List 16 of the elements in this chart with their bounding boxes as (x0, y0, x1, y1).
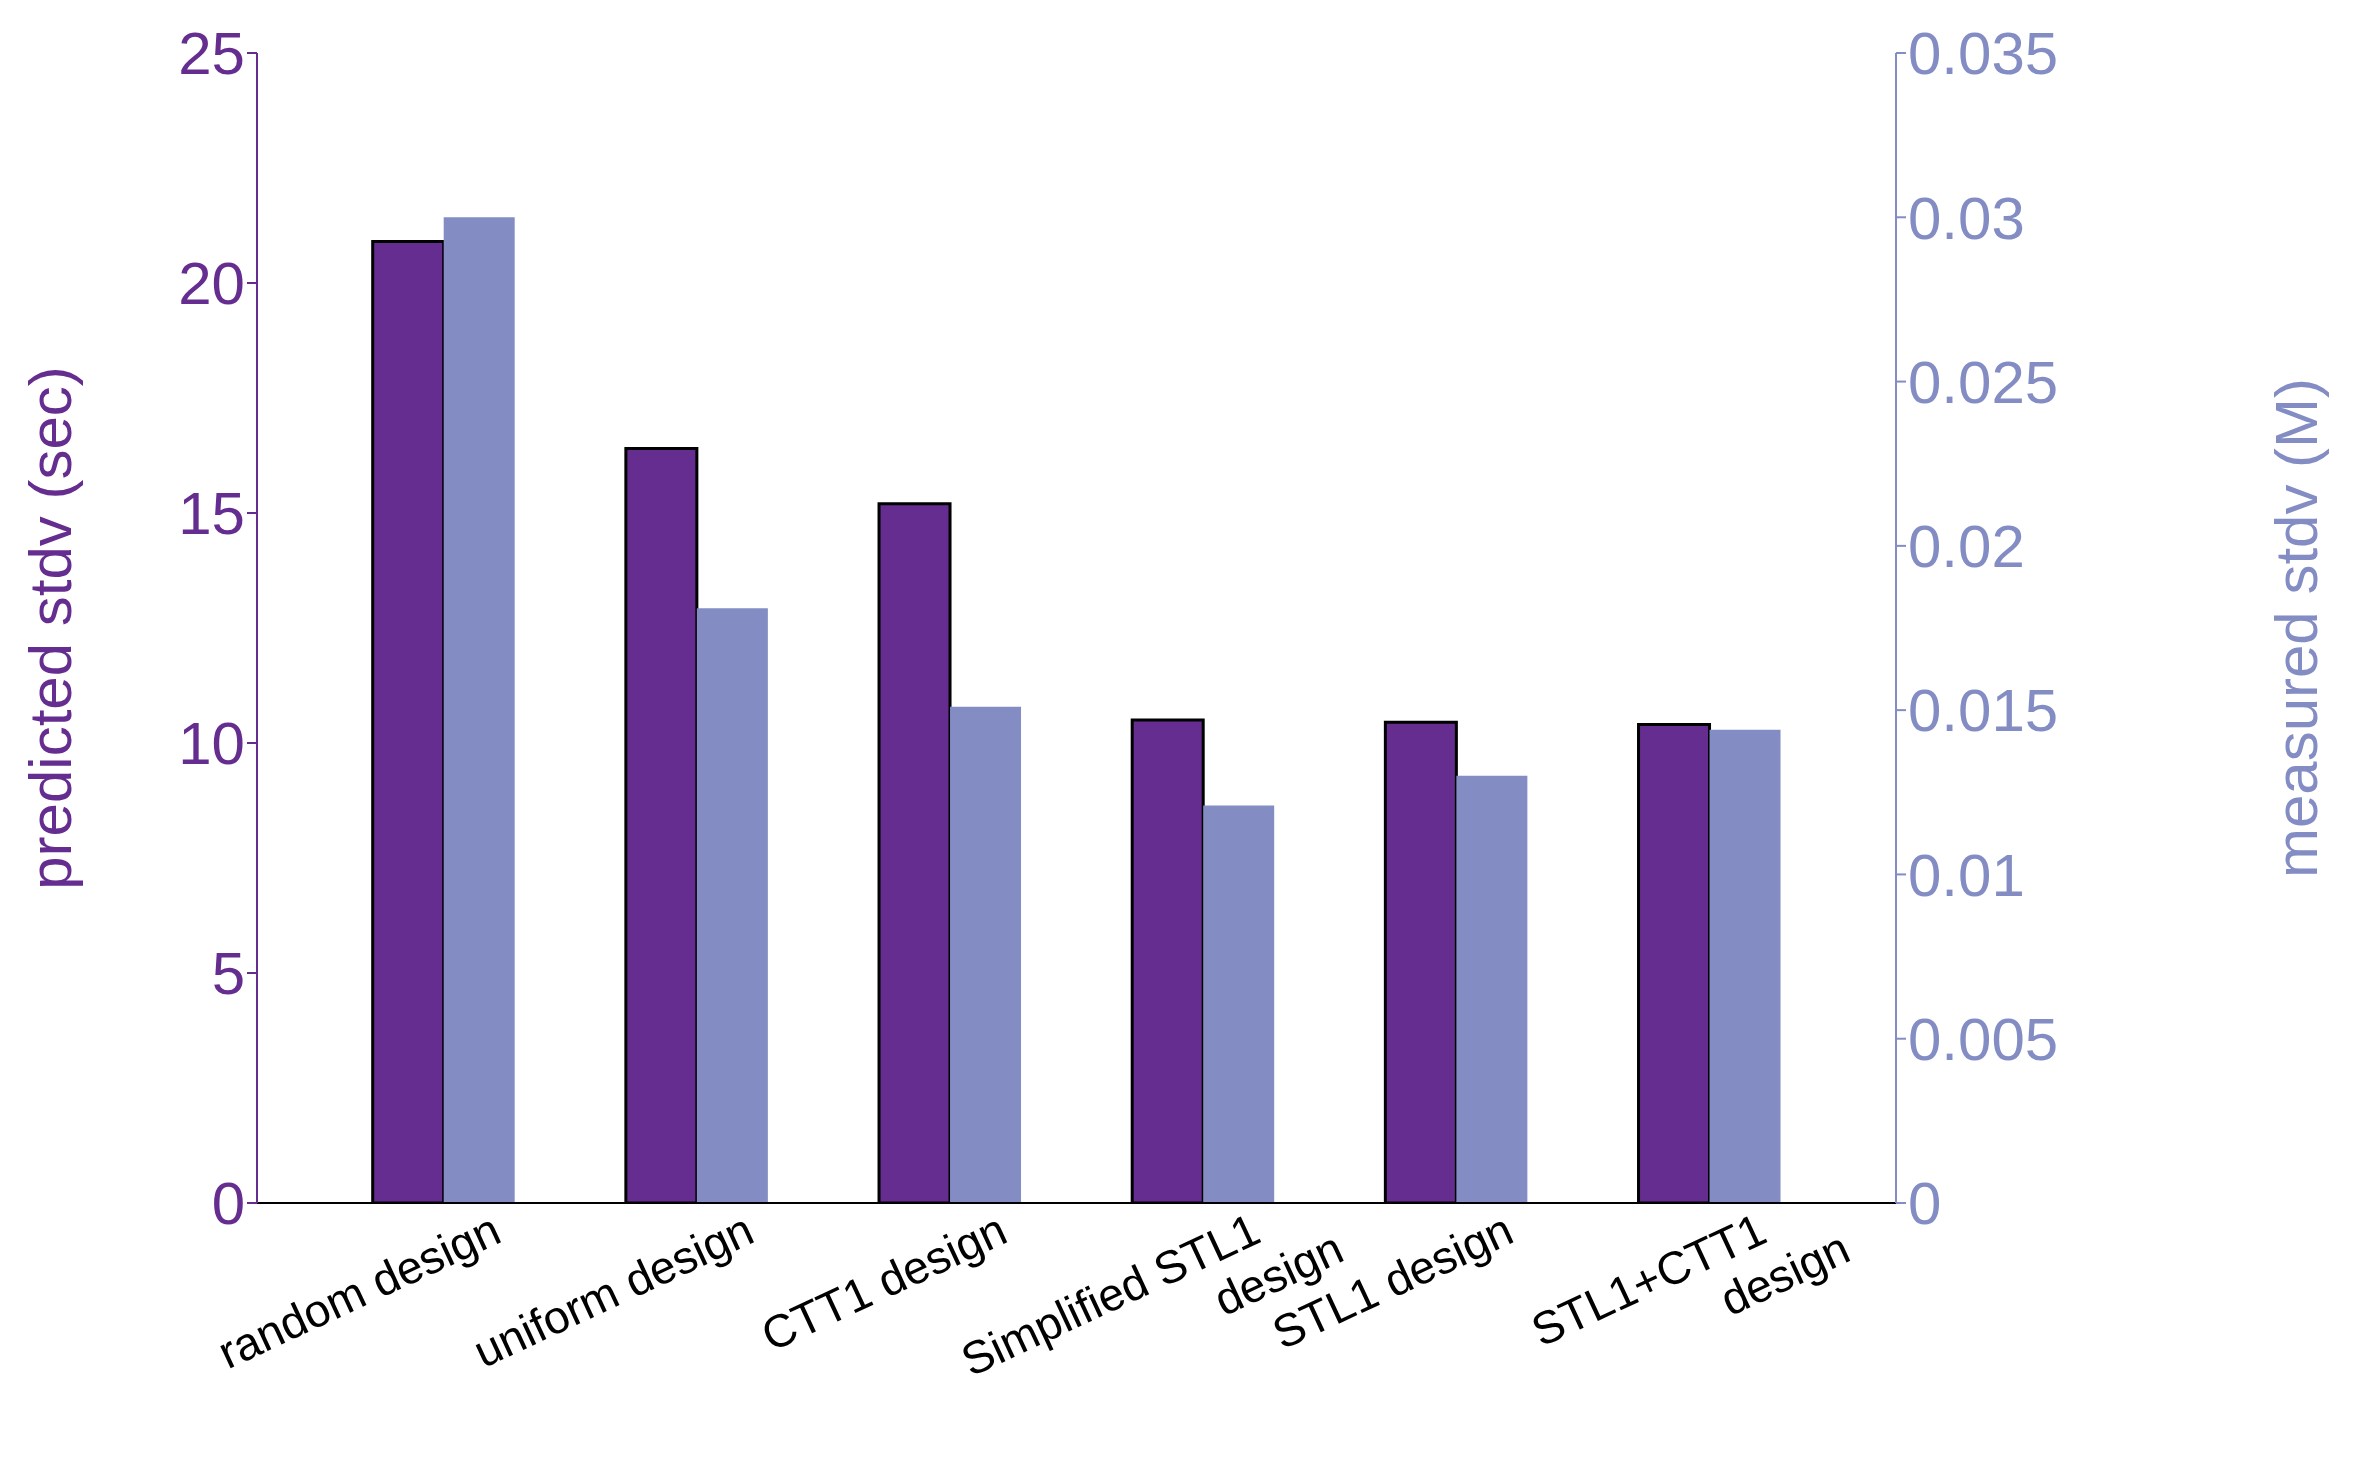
y2-tick-label: 0.02 (1908, 513, 2025, 581)
y2-tick-label: 0.03 (1908, 184, 2025, 252)
y2-tick-label: 0.01 (1908, 841, 2025, 909)
y-tick-label: 10 (178, 710, 245, 778)
y-tick-label: 5 (211, 940, 245, 1008)
y-tick-label: 20 (178, 250, 245, 318)
y-axis-title: predicted stdv (sec) (17, 366, 85, 890)
y-tick-label: 25 (178, 20, 245, 88)
y-tick-label: 15 (178, 480, 245, 548)
y-tick-label: 0 (211, 1170, 245, 1238)
y2-tick-label: 0.015 (1908, 677, 2059, 745)
y2-tick-label: 0.025 (1908, 348, 2059, 416)
y2-tick-label: 0.035 (1908, 20, 2059, 88)
y2-tick-label: 0 (1908, 1170, 1942, 1238)
y2-tick-label: 0.005 (1908, 1006, 2059, 1074)
y2-axis-title: measured stdv (M) (2263, 377, 2331, 879)
